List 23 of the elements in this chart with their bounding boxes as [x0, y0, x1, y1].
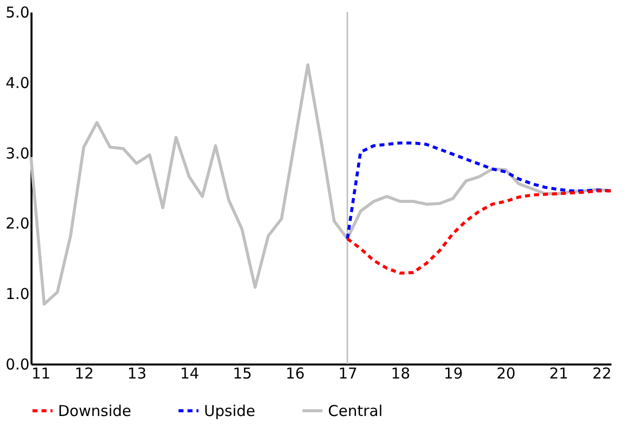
line-series	[346, 189, 612, 275]
y-tick-label: 4.0	[6, 74, 30, 92]
legend-label: Upside	[204, 402, 256, 420]
x-tick-label: 18	[391, 364, 410, 382]
y-tick-label: 3.0	[6, 144, 30, 162]
x-tick-label: 19	[444, 364, 463, 382]
x-tick-label: 16	[286, 364, 305, 382]
y-tick-label: 5.0	[6, 4, 30, 22]
y-tick-label: 1.0	[6, 285, 30, 304]
x-tick-label: 20	[496, 364, 516, 382]
legend-label: Downside	[58, 402, 132, 420]
y-tick-label: 2.0	[6, 214, 30, 233]
x-tick-label: 12	[74, 364, 94, 382]
x-tick-label: 15	[232, 364, 252, 382]
legend-label: Central	[328, 402, 383, 420]
y-tick-label: 0.0	[6, 356, 30, 374]
x-tick-label: 17	[338, 364, 358, 382]
line-series	[346, 141, 612, 240]
x-tick-label: 11	[32, 364, 51, 382]
x-tick-label: 22	[592, 364, 612, 382]
x-tick-label: 21	[549, 364, 568, 382]
x-tick-label: 14	[180, 364, 200, 382]
x-tick-label: 13	[127, 364, 146, 382]
